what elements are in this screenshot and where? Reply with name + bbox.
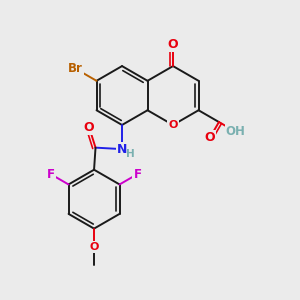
Text: O: O bbox=[89, 242, 99, 252]
Text: O: O bbox=[84, 121, 94, 134]
Text: Br: Br bbox=[68, 62, 83, 75]
Text: H: H bbox=[126, 149, 135, 159]
Text: O: O bbox=[205, 131, 215, 144]
Text: F: F bbox=[134, 168, 141, 181]
Text: N: N bbox=[117, 142, 127, 156]
Text: OH: OH bbox=[226, 125, 245, 138]
Text: F: F bbox=[47, 168, 55, 181]
Text: O: O bbox=[168, 120, 178, 130]
Text: O: O bbox=[168, 38, 178, 51]
